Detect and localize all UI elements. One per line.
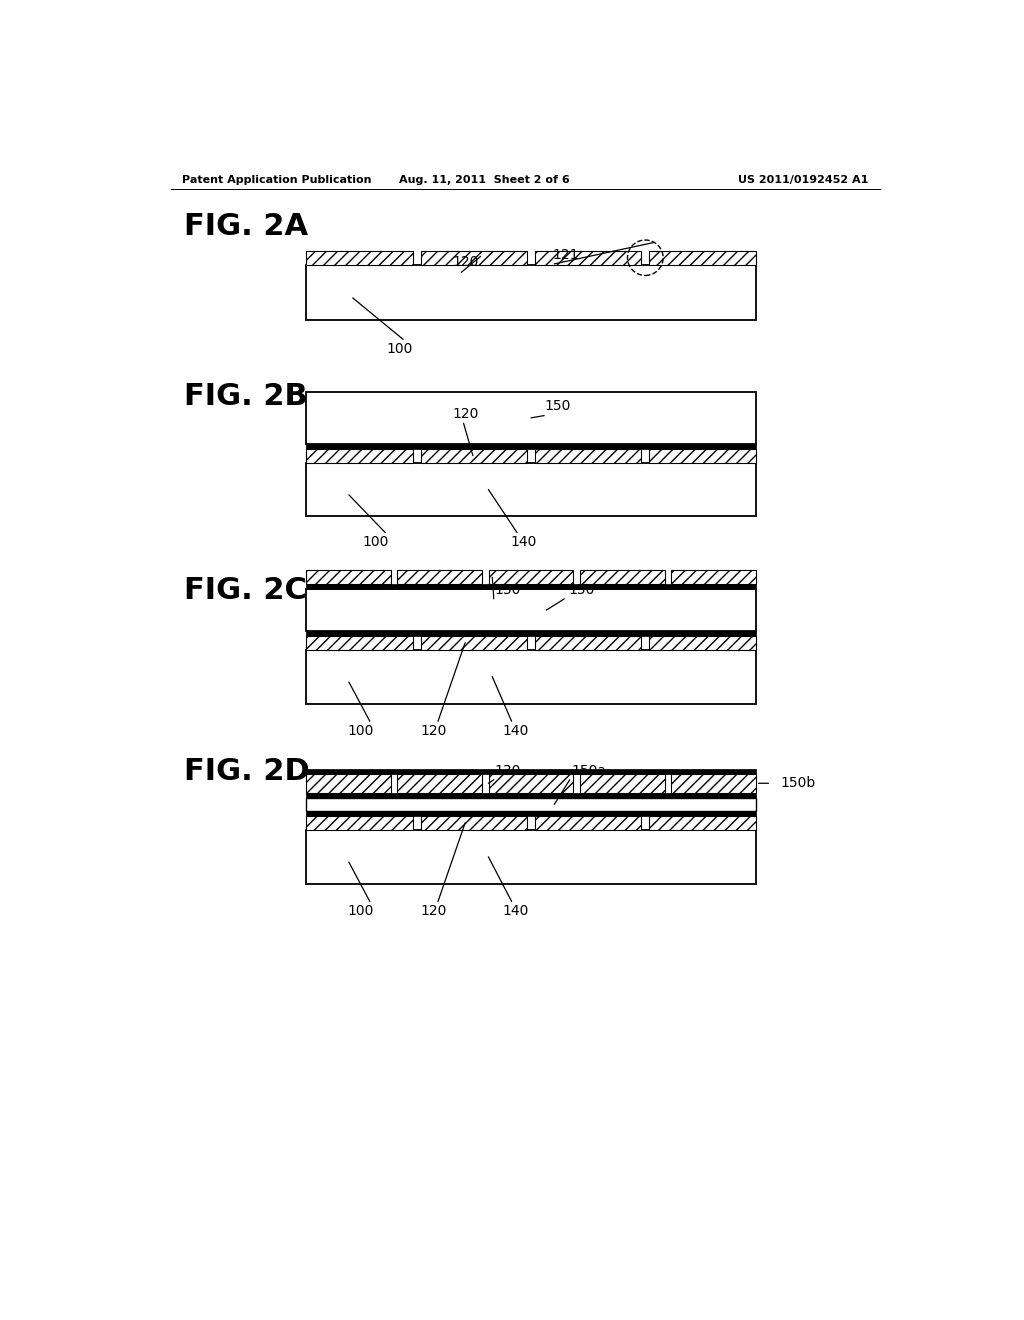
Text: 150: 150: [545, 400, 571, 413]
Text: 150b: 150b: [780, 776, 816, 791]
Bar: [306, 812, 756, 816]
Bar: [306, 774, 391, 793]
Bar: [421, 449, 527, 462]
Text: FIG. 2A: FIG. 2A: [183, 213, 308, 242]
Text: 140: 140: [503, 723, 528, 738]
Bar: [306, 631, 756, 636]
Bar: [649, 636, 756, 649]
Text: 121: 121: [553, 248, 580, 261]
Text: Patent Application Publication: Patent Application Publication: [182, 176, 372, 185]
Bar: [306, 392, 756, 444]
Text: 120: 120: [421, 904, 447, 917]
Bar: [649, 251, 756, 264]
Bar: [306, 589, 756, 631]
Bar: [306, 264, 756, 321]
Text: 100: 100: [362, 535, 389, 549]
Text: 130: 130: [495, 763, 521, 777]
Bar: [421, 636, 527, 649]
Bar: [649, 449, 756, 462]
Bar: [306, 830, 756, 884]
Text: 140: 140: [503, 904, 528, 917]
Bar: [535, 449, 641, 462]
Bar: [306, 770, 756, 774]
Bar: [306, 816, 413, 830]
Text: US 2011/0192452 A1: US 2011/0192452 A1: [737, 176, 868, 185]
Bar: [306, 797, 756, 812]
Bar: [535, 636, 641, 649]
Text: 100: 100: [386, 342, 413, 355]
Bar: [306, 449, 413, 462]
Bar: [306, 251, 413, 264]
Bar: [306, 793, 756, 797]
Bar: [580, 774, 665, 793]
Text: 120: 120: [452, 255, 478, 269]
Bar: [306, 585, 756, 589]
Bar: [649, 816, 756, 830]
Bar: [671, 570, 756, 585]
Bar: [306, 570, 391, 585]
Bar: [306, 444, 756, 449]
Bar: [421, 816, 527, 830]
Text: FIG. 2D: FIG. 2D: [183, 758, 309, 787]
Text: Aug. 11, 2011  Sheet 2 of 6: Aug. 11, 2011 Sheet 2 of 6: [399, 176, 570, 185]
Bar: [580, 570, 665, 585]
Text: 100: 100: [347, 904, 374, 917]
Bar: [306, 636, 413, 649]
Bar: [671, 774, 756, 793]
Bar: [421, 251, 527, 264]
Bar: [306, 462, 756, 516]
Text: FIG. 2B: FIG. 2B: [183, 381, 307, 411]
Bar: [306, 649, 756, 704]
Bar: [397, 570, 482, 585]
Bar: [488, 570, 573, 585]
Bar: [535, 251, 641, 264]
Text: 100: 100: [347, 723, 374, 738]
Text: 120: 120: [452, 407, 478, 421]
Bar: [488, 774, 573, 793]
Text: 130: 130: [495, 582, 521, 597]
Bar: [397, 774, 482, 793]
Text: 150: 150: [568, 582, 595, 597]
Text: 150a: 150a: [571, 763, 606, 777]
Text: 140: 140: [510, 535, 537, 549]
Bar: [535, 816, 641, 830]
Text: FIG. 2C: FIG. 2C: [183, 576, 306, 605]
Text: 120: 120: [421, 723, 447, 738]
